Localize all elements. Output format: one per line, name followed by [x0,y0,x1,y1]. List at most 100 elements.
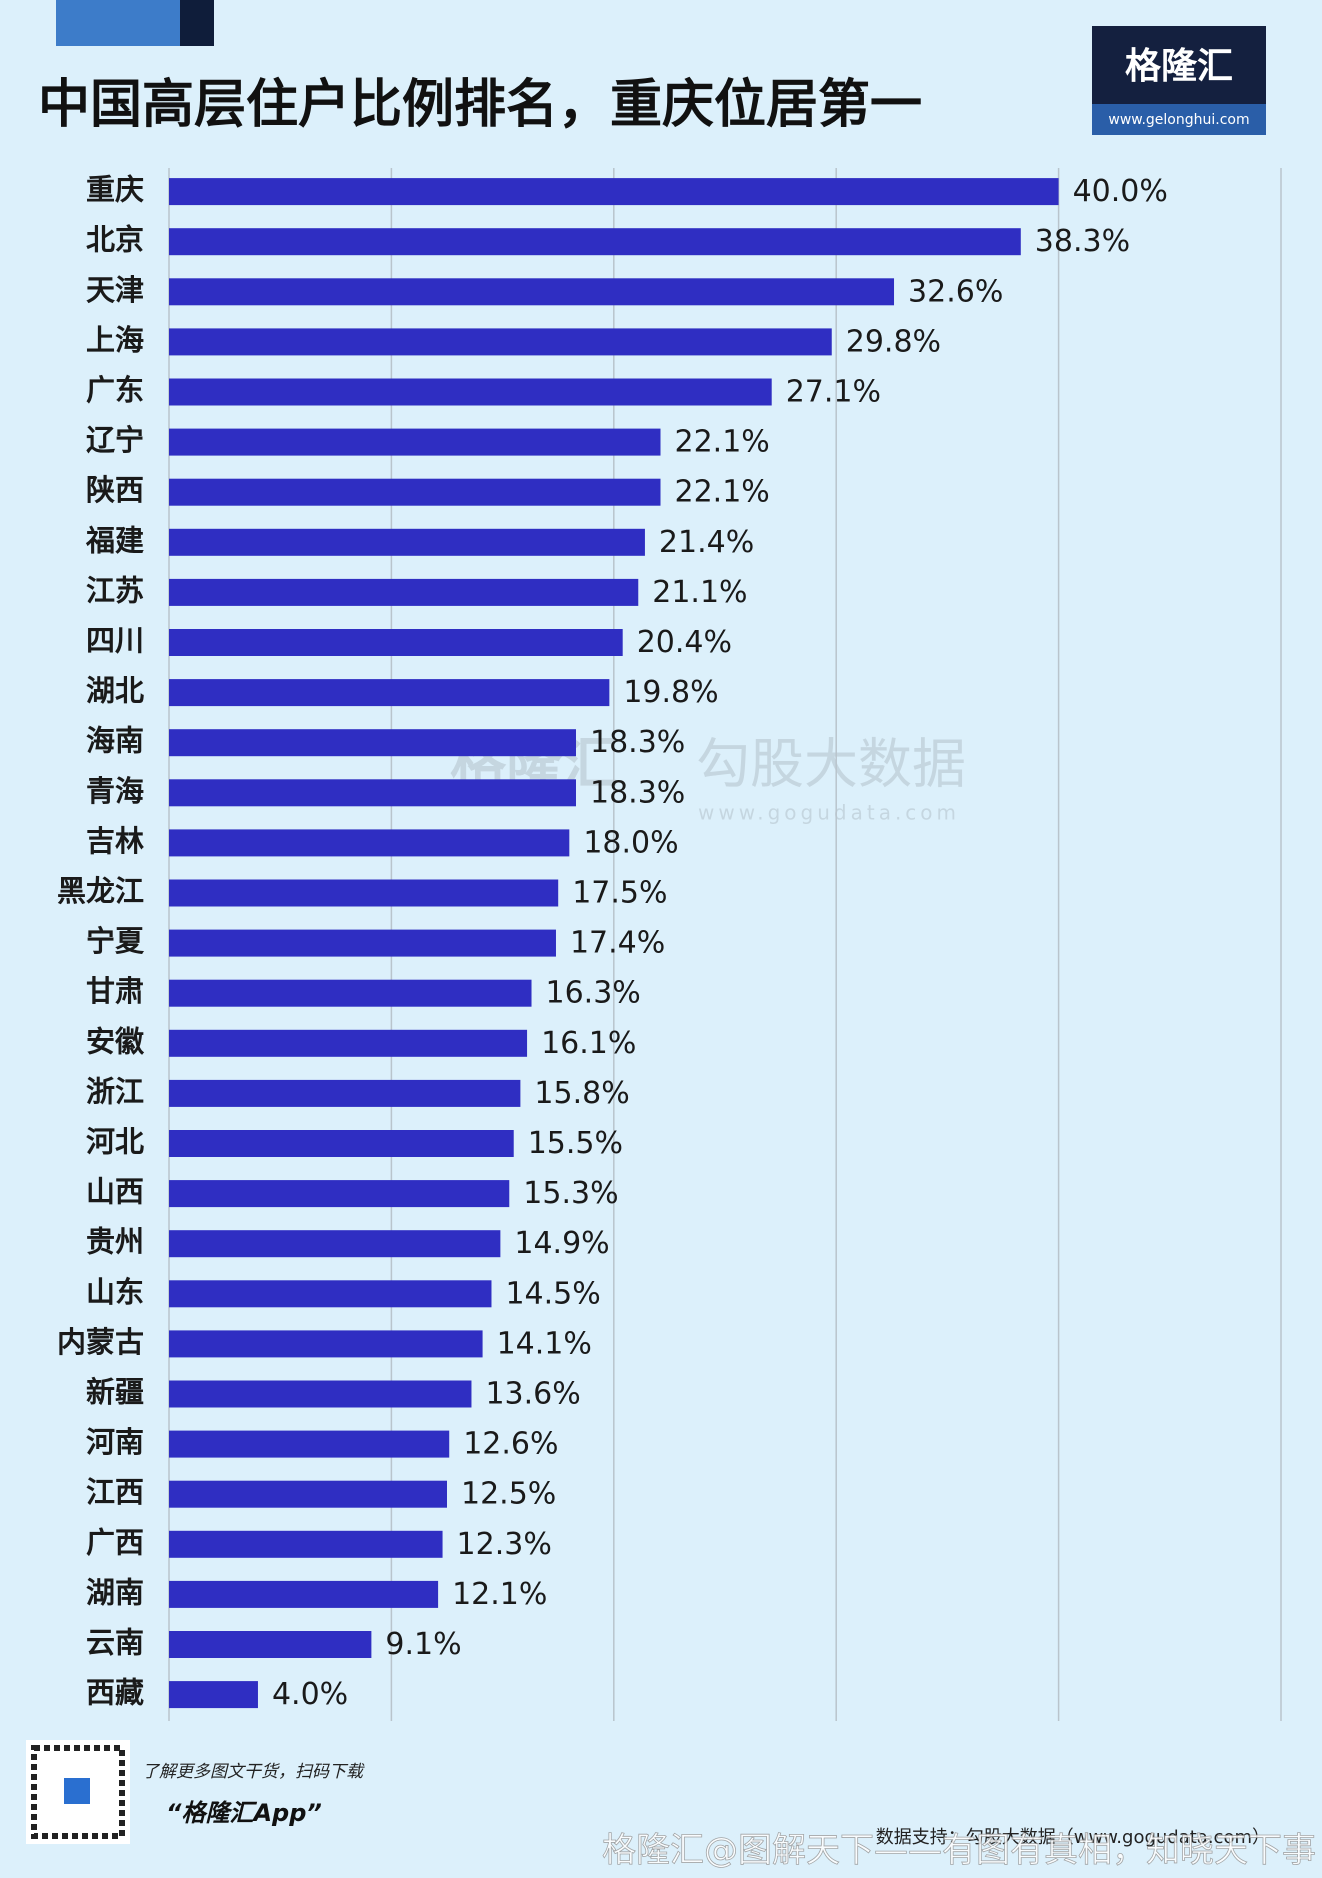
bar [169,328,832,356]
bar [169,1380,472,1408]
value-label: 17.5% [572,876,667,911]
value-label: 22.1% [675,475,770,510]
value-label: 38.3% [1035,224,1130,259]
footer-source: 数据支持：勾股大数据（www.gogudata.com） [876,1827,1270,1848]
category-label: 黑龙江 [57,874,144,908]
bar [169,1530,443,1558]
value-label: 21.1% [652,575,747,610]
category-label: 贵州 [86,1225,144,1259]
value-label: 20.4% [637,625,732,660]
value-label: 40.0% [1073,174,1168,209]
watermark-right: 勾股大数据 [696,733,966,796]
bar [169,1130,514,1157]
category-label: 河南 [86,1425,144,1459]
value-label: 15.5% [528,1126,623,1161]
bar [169,528,645,556]
value-label: 16.3% [546,976,641,1011]
category-label: 陕西 [86,473,144,507]
value-label: 27.1% [786,375,881,410]
category-label: 福建 [85,523,144,557]
category-label: 北京 [86,223,144,257]
bar [169,1480,447,1508]
bar [169,1430,450,1458]
bar [169,629,623,656]
value-label: 13.6% [485,1377,580,1412]
header-accent [56,0,180,46]
logo-name: 格隆汇 [1125,46,1233,87]
value-label: 17.4% [570,926,665,961]
category-label: 江西 [86,1475,144,1509]
footer-app: “格隆汇App” [166,1799,322,1827]
category-label: 湖北 [86,674,144,708]
bar [169,1580,439,1608]
category-label: 青海 [86,774,144,808]
value-label: 12.5% [461,1477,556,1512]
watermark-url: www.gogudata.com [698,801,960,825]
value-label: 18.3% [590,775,685,810]
bar [169,1330,483,1358]
logo-url: www.gelonghui.com [1108,112,1249,128]
bar [169,679,610,707]
value-label: 9.1% [385,1627,461,1662]
category-label: 吉林 [86,824,144,858]
bar [169,428,661,456]
value-label: 15.8% [534,1076,629,1111]
category-label: 海南 [86,724,144,758]
value-label: 12.1% [452,1577,547,1612]
category-label: 辽宁 [86,423,144,457]
bar [169,1280,492,1308]
value-label: 16.1% [541,1026,636,1061]
category-label: 重庆 [86,173,144,207]
bar [169,1079,521,1107]
bar [169,829,570,857]
bar [169,1029,528,1057]
value-label: 21.4% [659,525,754,560]
bar [169,779,576,807]
header-accent-dark [180,0,214,46]
bar [169,278,895,306]
value-label: 14.9% [514,1226,609,1261]
bar [169,1230,501,1258]
value-label: 19.8% [623,675,718,710]
bar [169,1631,372,1658]
bar [169,879,559,907]
category-label: 山西 [86,1175,144,1209]
qr-pattern [31,1745,125,1839]
category-label: 宁夏 [86,924,145,958]
category-label: 内蒙古 [57,1325,144,1359]
value-label: 12.6% [463,1427,558,1462]
category-label: 湖南 [86,1575,144,1609]
qr-logo [64,1778,90,1804]
category-label: 江苏 [86,573,144,607]
value-label: 22.1% [675,425,770,460]
value-label: 14.5% [505,1276,600,1311]
value-label: 29.8% [846,324,941,359]
category-label: 广东 [86,373,144,407]
chart-title: 中国高层住户比例排名，重庆位居第一 [38,75,922,135]
category-label: 安徽 [86,1024,145,1058]
category-label: 广西 [86,1525,144,1559]
category-label: 上海 [86,323,144,357]
value-label: 14.1% [497,1326,592,1361]
bar [169,228,1021,256]
category-label: 天津 [86,273,144,307]
bar [169,1681,258,1709]
category-label: 浙江 [86,1074,144,1108]
category-label: 西藏 [86,1676,144,1710]
value-label: 4.0% [272,1677,348,1712]
bar [169,979,532,1007]
bar [169,478,661,506]
bar [169,929,556,957]
value-label: 32.6% [908,274,1003,309]
value-label: 18.3% [590,725,685,760]
category-label: 新疆 [86,1375,144,1409]
category-label: 山东 [86,1275,144,1309]
footer-scan: 了解更多图文干货，扫码下载 [142,1762,365,1782]
footer-credit: 格隆汇@图解天下——有图有真相，知晓天下事 [602,1831,1316,1871]
category-label: 河北 [86,1125,144,1159]
category-label: 甘肃 [86,974,144,1008]
bar [169,729,576,757]
plot: 重庆 40.0% 北京 38.3% 天津 32.6% 上海 29.8% 广东 27.1% 辽宁 22.… [57,168,1282,1721]
category-label: 四川 [86,624,144,658]
